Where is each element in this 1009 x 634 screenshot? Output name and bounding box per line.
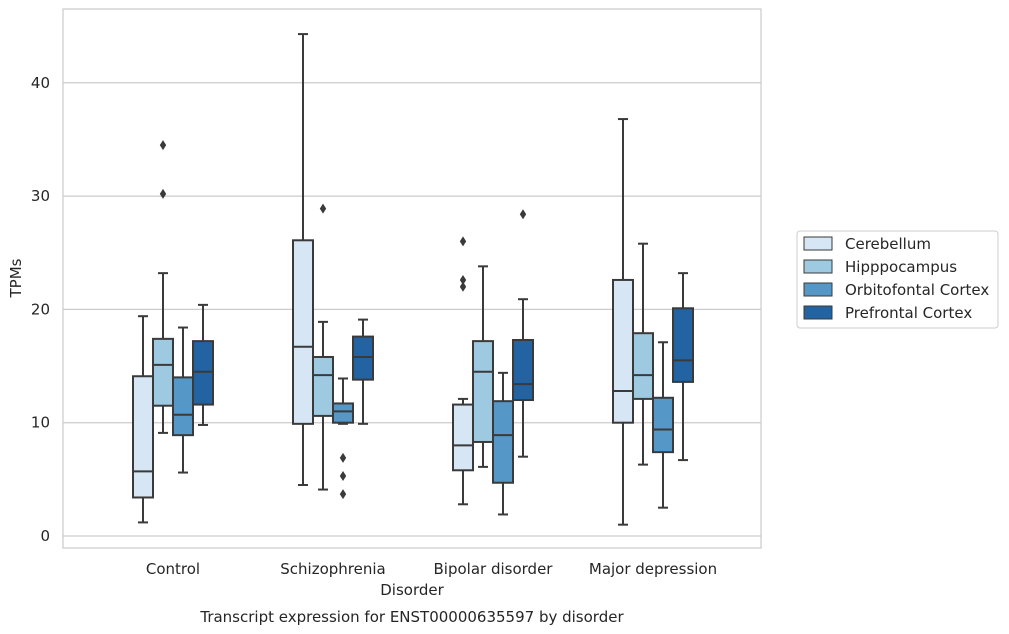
legend-swatch [803,305,833,320]
x-tick-label: Major depression [589,560,717,578]
legend-swatch [803,259,833,274]
iqr-box [332,402,354,424]
box-2-3 [472,265,494,468]
iqr-box [452,403,474,472]
box-3-3 [492,371,514,516]
iqr-box [172,376,194,437]
outlier-point [159,188,167,199]
legend-label: Prefrontal Cortex [845,304,972,322]
outlier-point [459,274,467,285]
legend-label: Hipppocampus [845,258,957,276]
outlier-point [339,452,347,463]
plot-area-frame [62,8,762,549]
outlier-point [459,236,467,247]
box-1-2 [292,33,314,487]
iqr-box [132,375,154,499]
legend: Cerebellum Hipppocampus Orbitofontal Corte… [796,230,999,329]
y-axis-ticks: 0 10 20 30 40 [31,74,50,545]
iqr-box [152,337,174,407]
iqr-box [612,278,634,424]
legend-label: Orbitofontal Cortex [845,281,989,299]
box-3-2 [332,377,354,500]
outlier-point [159,140,167,151]
iqr-box [352,335,374,381]
box-1-1 [132,315,154,524]
iqr-box [472,340,494,443]
box-3-4 [652,341,674,509]
box-2-1 [152,140,174,434]
legend-label: Cerebellum [845,235,931,253]
iqr-box [632,332,654,400]
box-4-3 [512,209,534,458]
outlier-point [459,281,467,292]
y-axis-title: TPMs [7,258,25,298]
iqr-box [492,400,514,484]
y-tick-label: 10 [31,414,50,432]
box-2-4 [632,242,654,466]
boxes [132,33,694,526]
y-tick-label: 0 [40,527,50,545]
box-1-3 [452,236,474,506]
iqr-box [192,340,214,406]
x-axis-title: Disorder [380,581,444,599]
y-tick-label: 30 [31,187,50,205]
iqr-box [312,355,334,417]
legend-swatch [803,282,833,297]
y-tick-label: 20 [31,300,50,318]
legend-swatch [803,236,833,251]
iqr-box [512,338,534,402]
x-axis-ticks: Control Schizophrenia Bipolar disorder Majo… [146,560,717,578]
box-4-1 [192,303,214,426]
outlier-point [519,209,527,220]
x-tick-label: Schizophrenia [280,560,385,578]
box-3-1 [172,326,194,474]
iqr-box [292,239,314,425]
outlier-point [319,203,327,214]
legend-frame [796,230,999,329]
iqr-box [672,307,694,383]
box-4-4 [672,272,694,462]
iqr-box [652,396,674,454]
box-1-4 [612,118,634,526]
box-2-2 [312,203,334,491]
grid-lines [63,82,761,537]
x-tick-label: Bipolar disorder [434,560,554,578]
y-tick-label: 40 [31,74,50,92]
outlier-point [339,489,347,500]
outlier-point [339,470,347,481]
chart-title: Transcript expression for ENST0000063559… [199,608,624,626]
box-4-2 [352,318,374,425]
x-tick-label: Control [146,560,200,578]
